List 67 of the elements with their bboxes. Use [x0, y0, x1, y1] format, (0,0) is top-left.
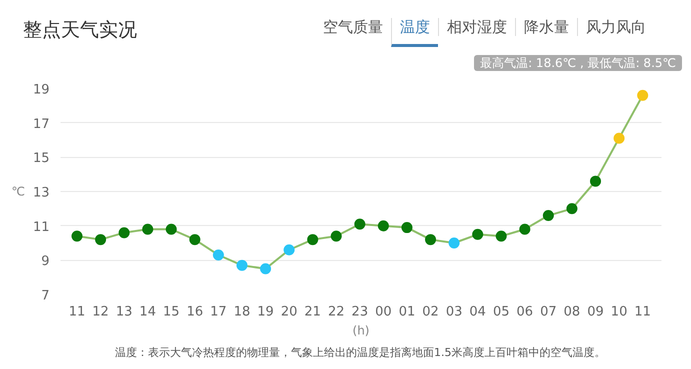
- point: [496, 230, 507, 242]
- point: [354, 218, 366, 230]
- y-tick-label: 11: [32, 220, 50, 235]
- point: [212, 250, 224, 261]
- x-tick-label: 22: [328, 304, 345, 320]
- point: [637, 90, 648, 101]
- text: 最高气温: 18.6℃ , 最低气温: 8.5℃: [474, 55, 682, 71]
- point: [236, 260, 248, 271]
- point: [519, 224, 530, 235]
- x-tick-label: 15: [163, 304, 180, 320]
- y-tick-label: 19: [32, 82, 50, 98]
- x-tick-label: 11: [634, 304, 651, 320]
- chart-title: 整点天气实况: [23, 18, 137, 43]
- text: 温度：表示大气冷热程度的物理量，气象上给出的温度是指离地面1.5米高度上百叶箱中的空气温度。: [115, 345, 606, 361]
- point: [284, 244, 295, 256]
- x-tick-label: 00: [375, 304, 392, 320]
- point: [260, 263, 272, 274]
- point: [166, 224, 177, 235]
- x-tick-label: 18: [234, 304, 250, 320]
- point: [142, 224, 154, 235]
- y-tick-label: 15: [32, 151, 50, 166]
- y-tick-label: 9: [41, 254, 50, 270]
- point: [72, 230, 82, 242]
- point: [472, 228, 484, 240]
- x-tick-label: 20: [280, 304, 298, 320]
- point: [95, 234, 106, 246]
- text: 温度: [391, 18, 438, 47]
- point: [307, 234, 318, 246]
- y-tick-label: 13: [32, 186, 50, 200]
- x-tick-label: 09: [587, 304, 604, 320]
- point: [378, 220, 389, 232]
- y-axis-title: ℃: [11, 184, 25, 198]
- text: 相对湿度: [438, 18, 515, 36]
- x-tick-label: 13: [116, 304, 132, 320]
- x-tick-label: 04: [469, 304, 486, 320]
- x-tick-label: 16: [186, 304, 204, 320]
- x-tick-label: 10: [610, 304, 628, 320]
- y-tick-label: 17: [32, 116, 50, 132]
- x-tick-label: 03: [446, 304, 462, 320]
- point: [189, 234, 200, 246]
- point: [425, 234, 436, 246]
- point: [614, 132, 625, 144]
- point: [401, 222, 412, 234]
- point: [448, 238, 460, 248]
- text: 风力风向: [577, 18, 654, 36]
- point: [566, 203, 578, 214]
- x-tick-label: 06: [516, 304, 534, 320]
- x-tick-label: 19: [257, 304, 274, 320]
- point: [542, 210, 554, 222]
- x-tick-label: 21: [304, 304, 321, 320]
- x-tick-label: 12: [92, 304, 109, 320]
- point: [330, 230, 342, 242]
- point: [118, 227, 130, 238]
- x-tick-label: 14: [139, 304, 156, 320]
- x-tick-label: 01: [398, 304, 416, 320]
- x-tick-label: 02: [422, 304, 439, 320]
- text: 降水量: [515, 18, 577, 36]
- x-tick-label: 05: [492, 304, 510, 320]
- x-axis-title: (h): [352, 324, 370, 338]
- text: 空气质量: [322, 18, 384, 36]
- x-tick-label: 17: [210, 304, 227, 320]
- x-tick-label: 07: [540, 304, 557, 320]
- x-tick-label: 11: [68, 304, 86, 320]
- y-tick-label: 7: [41, 288, 50, 304]
- x-tick-label: 23: [352, 304, 368, 320]
- x-tick-label: 08: [564, 304, 580, 320]
- point: [590, 176, 602, 187]
